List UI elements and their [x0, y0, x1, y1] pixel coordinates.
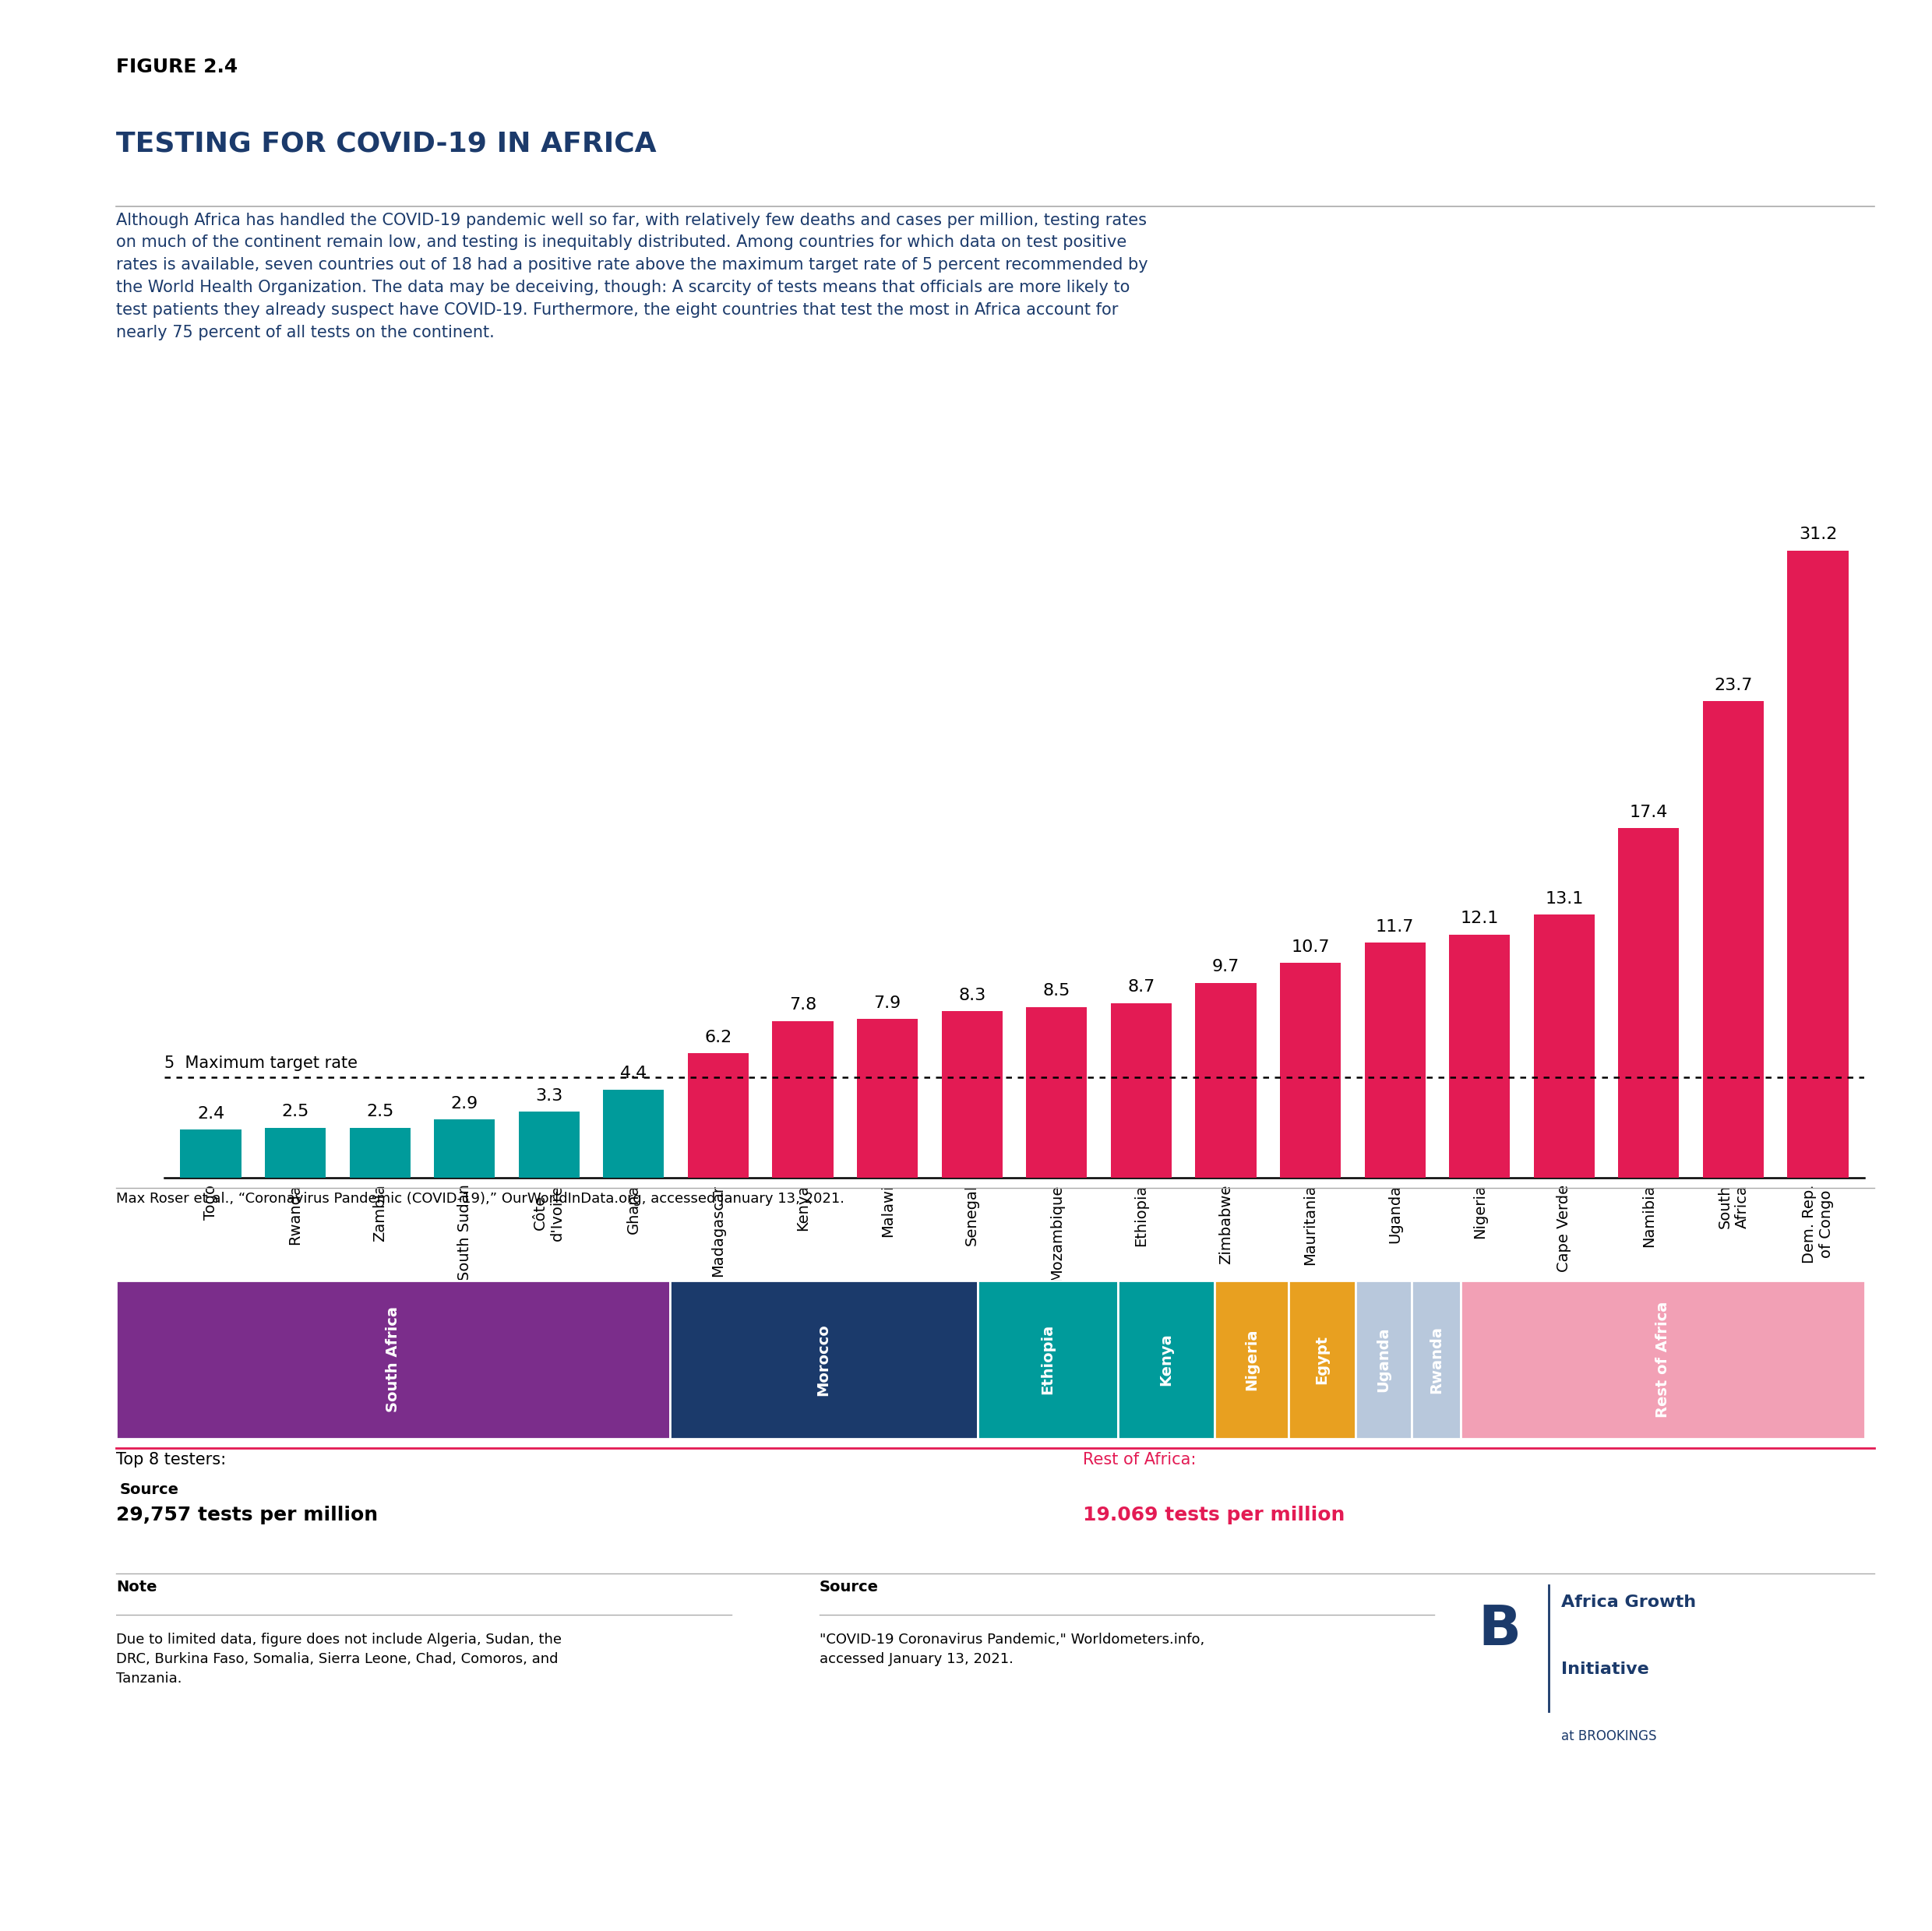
Bar	[518, 1112, 580, 1178]
Text: Due to limited data, figure does not include Algeria, Sudan, the
DRC, Burkina Fa: Due to limited data, figure does not inc…	[116, 1632, 562, 1686]
Text: 31.2: 31.2	[1799, 527, 1837, 543]
Text: Rest of Africa:: Rest of Africa:	[1082, 1452, 1196, 1468]
Text: "COVID-19 Coronavirus Pandemic," Worldometers.info,
accessed January 13, 2021.: "COVID-19 Coronavirus Pandemic," Worldom…	[819, 1632, 1204, 1666]
Text: at BROOKINGS: at BROOKINGS	[1561, 1730, 1656, 1744]
Text: 10.7: 10.7	[1291, 938, 1329, 954]
Text: Africa Growth: Africa Growth	[1561, 1595, 1696, 1610]
Bar	[1461, 1280, 1864, 1439]
Bar	[1702, 701, 1764, 1178]
Bar	[1356, 1280, 1412, 1439]
Bar	[1119, 1280, 1215, 1439]
Bar	[1196, 983, 1256, 1178]
Bar	[858, 1020, 918, 1178]
Text: Kenya: Kenya	[1159, 1332, 1175, 1386]
Text: 2.4: 2.4	[197, 1106, 224, 1122]
Bar	[978, 1280, 1119, 1439]
Text: 17.4: 17.4	[1629, 805, 1667, 821]
Text: 3.3: 3.3	[535, 1087, 562, 1103]
Bar	[180, 1130, 242, 1178]
Bar	[1449, 935, 1511, 1178]
Text: Although Africa has handled the COVID-19 pandemic well so far, with relatively f: Although Africa has handled the COVID-19…	[116, 212, 1148, 340]
Bar	[1787, 550, 1849, 1178]
Text: 8.7: 8.7	[1128, 979, 1155, 994]
Text: 23.7: 23.7	[1714, 678, 1752, 693]
Text: 2.5: 2.5	[282, 1105, 309, 1120]
Text: Max Roser et al., “Coronavirus Pandemic (COVID-19),” OurWorldInData.org, accesse: Max Roser et al., “Coronavirus Pandemic …	[116, 1191, 844, 1205]
Bar	[1289, 1280, 1356, 1439]
Text: Initiative: Initiative	[1561, 1663, 1648, 1678]
Text: 12.1: 12.1	[1461, 911, 1499, 927]
Bar	[670, 1280, 978, 1439]
Text: TESTING FOR COVID-19 IN AFRICA: TESTING FOR COVID-19 IN AFRICA	[116, 131, 657, 156]
Bar	[265, 1128, 327, 1178]
Bar	[1364, 942, 1426, 1178]
Bar	[116, 1280, 670, 1439]
Text: 4.4: 4.4	[620, 1066, 647, 1081]
Text: 7.8: 7.8	[788, 998, 817, 1014]
Text: 11.7: 11.7	[1376, 919, 1414, 935]
Bar	[1215, 1280, 1289, 1439]
Text: 8.3: 8.3	[958, 987, 985, 1002]
Text: B: B	[1478, 1603, 1520, 1657]
Text: 2.9: 2.9	[450, 1097, 479, 1112]
Bar	[1279, 964, 1341, 1178]
Text: 8.5: 8.5	[1043, 983, 1070, 998]
Text: Rwanda: Rwanda	[1430, 1325, 1443, 1394]
Text: Top 8 testers:: Top 8 testers:	[116, 1452, 226, 1468]
Bar	[1534, 915, 1594, 1178]
Text: 19.069 tests per million: 19.069 tests per million	[1082, 1506, 1345, 1525]
Bar	[688, 1052, 750, 1178]
Text: Note: Note	[116, 1580, 156, 1595]
Bar	[1026, 1006, 1088, 1178]
Text: Nigeria: Nigeria	[1244, 1329, 1260, 1390]
Bar	[1619, 828, 1679, 1178]
Text: 9.7: 9.7	[1211, 960, 1240, 975]
Text: 7.9: 7.9	[873, 994, 900, 1012]
Text: Egypt: Egypt	[1314, 1334, 1329, 1385]
Text: Source: Source	[120, 1483, 180, 1497]
Bar	[435, 1120, 495, 1178]
Text: 6.2: 6.2	[705, 1029, 732, 1045]
Text: Ethiopia: Ethiopia	[1039, 1325, 1055, 1394]
Bar	[350, 1128, 410, 1178]
Bar	[1412, 1280, 1461, 1439]
Text: Rest of Africa: Rest of Africa	[1656, 1301, 1671, 1417]
Text: 29,757 tests per million: 29,757 tests per million	[116, 1506, 379, 1525]
Bar	[603, 1089, 665, 1178]
Text: South Africa: South Africa	[384, 1307, 400, 1412]
Text: Uganda: Uganda	[1376, 1327, 1391, 1392]
Text: Source: Source	[819, 1580, 879, 1595]
Text: 13.1: 13.1	[1546, 890, 1584, 906]
Text: 5  Maximum target rate: 5 Maximum target rate	[164, 1056, 357, 1072]
Bar	[1111, 1002, 1171, 1178]
Text: 2.5: 2.5	[367, 1105, 394, 1120]
Text: FIGURE 2.4: FIGURE 2.4	[116, 58, 238, 77]
Bar	[773, 1021, 833, 1178]
Text: Morocco: Morocco	[815, 1323, 831, 1396]
Bar	[941, 1012, 1003, 1178]
